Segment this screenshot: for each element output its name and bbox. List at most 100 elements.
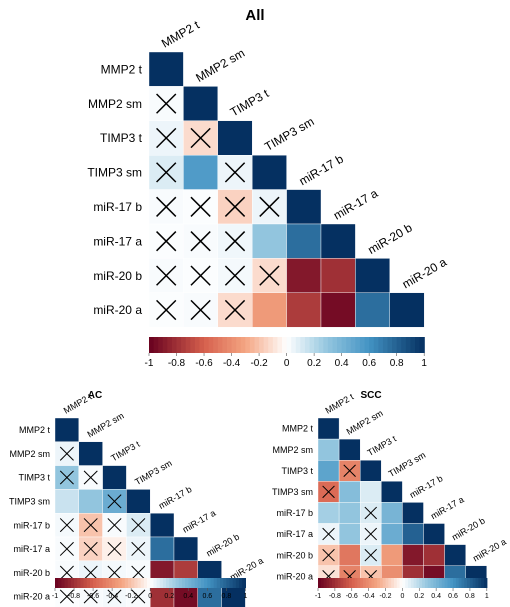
cell-timp3-t-timp3-t	[102, 465, 127, 490]
cell-mir-17-b-mir-17-b	[286, 189, 322, 225]
cross-mark	[107, 518, 122, 533]
colorbar-tick-label: -0.4	[106, 593, 118, 600]
col-label-mmp2-sm: MMP2 sm	[86, 411, 126, 440]
cross-mark	[364, 506, 378, 520]
cross-mark	[224, 299, 246, 321]
cross-mark	[364, 548, 378, 562]
cell-mir-20-a-mir-17-b	[286, 292, 322, 328]
row-label-mmp2-t: MMP2 t	[101, 62, 143, 76]
cross-mark	[224, 196, 246, 217]
row-label-mir-17-a: miR-17 a	[276, 529, 313, 539]
cell-mir-17-a-mir-17-b	[149, 536, 175, 561]
cross-mark	[322, 485, 335, 499]
cross-mark	[131, 518, 146, 533]
colorbar-tick-label: -0.6	[87, 593, 99, 600]
colorbar-tick-label: 0.2	[307, 358, 321, 369]
col-label-mir-17-b: miR-17 b	[157, 484, 194, 511]
row-label-mir-20-a: miR-20 a	[93, 303, 142, 317]
cross-mark	[156, 299, 177, 321]
cross-mark	[83, 541, 98, 556]
row-label-mir-17-a: miR-17 a	[93, 234, 142, 248]
col-label-mir-20-b: miR-20 b	[365, 220, 414, 257]
col-label-mir-20-b: miR-20 b	[450, 515, 487, 542]
row-label-timp3-sm: TIMP3 sm	[272, 487, 313, 497]
col-label-mir-20-a: miR-20 a	[400, 255, 449, 292]
cell-mir-17-a-mir-17-a	[423, 523, 445, 545]
col-label-mmp2-t: MMP2 t	[159, 17, 202, 50]
cross-mark	[156, 196, 177, 217]
colorbar-tick-label: 0.4	[431, 593, 441, 600]
col-label-mmp2-sm: MMP2 sm	[345, 408, 385, 437]
colorbar-tick-label: 0.4	[335, 358, 349, 369]
cell-mir-20-a-mir-20-b	[355, 292, 390, 328]
colorbar	[318, 578, 488, 588]
colorbar-tick-label: -0.6	[346, 593, 358, 600]
cell-mir-17-a-mir-17-b	[402, 523, 424, 545]
colorbar	[55, 578, 246, 588]
colorbar-tick-label: 1	[421, 358, 427, 369]
cross-mark	[131, 565, 146, 580]
cell-mir-17-b-mir-17-b	[149, 513, 175, 538]
cross-mark	[59, 565, 74, 580]
cross-mark	[156, 265, 177, 286]
colorbar-tick-label: 0.6	[202, 593, 212, 600]
row-label-timp3-sm: TIMP3 sm	[87, 166, 142, 180]
cell-mir-17-a-mir-17-a	[173, 536, 198, 561]
cross-mark	[107, 494, 122, 509]
cell-mir-17-a-timp3-sm	[381, 523, 403, 545]
cell-mir-17-a-mmp2-sm	[338, 523, 361, 545]
row-label-mmp2-sm: MMP2 sm	[10, 449, 51, 459]
cell-timp3-sm-timp3-sm	[126, 489, 151, 514]
cell-mmp2-sm-mmp2-sm	[183, 86, 218, 122]
row-label-timp3-t: TIMP3 t	[100, 131, 143, 145]
colorbar-tick-label: 1	[243, 593, 247, 600]
cell-mmp2-t-mmp2-t	[317, 417, 340, 440]
chart-title: AC	[88, 390, 102, 401]
cell-mir-20-b-mir-20-b	[444, 544, 466, 566]
col-label-timp3-sm: TIMP3 sm	[133, 458, 174, 487]
col-label-mir-17-a: miR-17 a	[181, 508, 218, 535]
col-label-timp3-sm: TIMP3 sm	[387, 450, 428, 479]
cross-mark	[59, 518, 74, 533]
colorbar-tick-label: -1	[52, 593, 58, 600]
row-label-mir-17-b: miR-17 b	[93, 200, 142, 214]
cross-mark	[364, 527, 378, 541]
cell-timp3-sm-mmp2-sm	[183, 154, 218, 190]
col-label-timp3-t: TIMP3 t	[228, 86, 272, 119]
cell-mir-20-b-mir-17-a	[423, 544, 445, 566]
cross-mark	[156, 162, 177, 183]
col-label-timp3-t: TIMP3 t	[109, 439, 142, 464]
cell-mir-20-b-timp3-sm	[381, 544, 403, 566]
colorbar-tick-label: 1	[485, 593, 489, 600]
col-label-mmp2-t: MMP2 t	[62, 391, 94, 415]
colorbar-tick-label: -0.4	[223, 358, 241, 369]
colorbar-tick-label: 0.6	[362, 358, 376, 369]
row-label-timp3-t: TIMP3 t	[281, 466, 313, 476]
row-label-mir-20-b: miR-20 b	[13, 568, 50, 578]
col-label-mmp2-t: MMP2 t	[323, 391, 355, 415]
cross-mark	[83, 565, 98, 580]
cross-mark	[59, 446, 74, 461]
cell-mir-20-b-mir-20-b	[355, 258, 390, 293]
cell-mir-20-a-timp3-sm	[251, 292, 287, 328]
colorbar-tick-label: 0.2	[414, 593, 424, 600]
cross-mark	[224, 231, 246, 252]
cell-mmp2-sm-mmp2-sm	[78, 441, 103, 466]
cell-timp3-t-mmp2-t	[317, 460, 340, 482]
cross-mark	[83, 470, 98, 485]
colorbar-tick-label: -0.8	[68, 593, 80, 600]
chart-title: SCC	[360, 390, 381, 401]
col-label-timp3-sm: TIMP3 sm	[262, 114, 316, 153]
col-label-mir-20-a: miR-20 a	[471, 537, 508, 564]
cell-mir-20-b-mir-17-b	[402, 544, 424, 566]
cell-timp3-sm-mmp2-sm	[338, 481, 361, 503]
colorbar-tick-label: 0.8	[390, 358, 404, 369]
row-label-mmp2-t: MMP2 t	[282, 424, 314, 434]
cell-mmp2-t-mmp2-t	[148, 51, 184, 87]
cell-timp3-sm-timp3-t	[360, 481, 382, 503]
colorbar-tick-label: -0.2	[379, 593, 391, 600]
cross-mark	[190, 196, 211, 217]
